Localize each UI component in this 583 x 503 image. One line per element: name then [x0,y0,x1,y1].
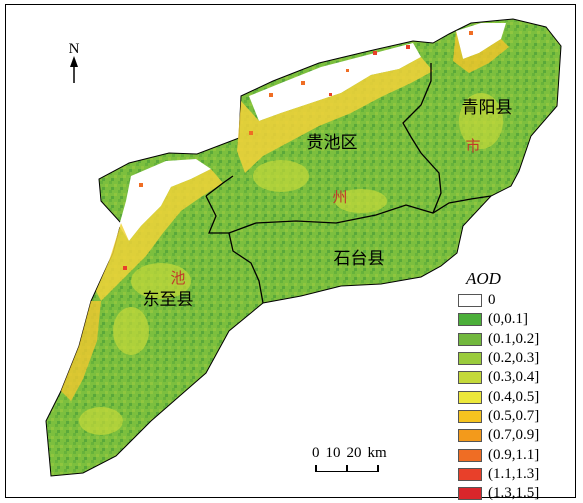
moderate-aod-patches [79,93,503,435]
city-name-char: 市 [465,137,480,155]
district-label-guichi: 贵池区 [307,133,358,153]
legend-label: (0.2,0.3] [488,350,540,367]
legend-swatch [458,371,482,385]
nodata-region [249,43,421,121]
scale-label: 20 [346,445,362,461]
high-aod-band [96,169,223,301]
legend-label: (1.1,1.3] [488,465,540,482]
legend-item: (1.1,1.3] [458,465,576,484]
legend-label: 0 [488,292,496,309]
legend-rows: 0 (0,0.1] (0.1,0.2] (0.2,0.3] (0.3,0.4] (0.4,… [458,291,576,503]
scale-bar: 0 10 20 km [312,445,393,472]
legend-swatch [458,409,482,423]
scale-unit: km [367,445,387,461]
legend-swatch [458,448,482,462]
legend-label: (0,0.1] [488,311,528,328]
county-boundaries [205,63,492,304]
district-label-shitai: 石台县 [334,249,385,269]
hotspots [123,31,473,270]
legend-label: (1.3,1.5] [488,485,540,502]
high-aod-band [61,301,101,401]
legend-swatch [458,467,482,481]
legend-item: 0 [458,291,576,310]
legend-item: (0.1,0.2] [458,330,576,349]
legend-swatch [458,352,482,366]
legend-swatch [458,487,482,501]
north-arrow-icon [70,56,78,83]
nodata-region [456,23,506,59]
legend-label: (0.5,0.7] [488,407,540,424]
legend-item: (0.3,0.4] [458,368,576,387]
legend-item: (1.3,1.5] [458,484,576,503]
legend-item: (0.7,0.9] [458,426,576,445]
city-name-char: 池 [170,269,185,287]
district-label-dongzhi: 东至县 [143,290,194,310]
district-label-qingyang: 青阳县 [462,98,513,118]
nodata-region [119,159,211,241]
legend-item: (0.5,0.7] [458,407,576,426]
map-frame: N 贵池区 青阳县 石台县 东至县 池 州 市 AOD 0 (0,0.1] (0.1… [5,4,576,501]
legend-swatch [458,294,482,308]
legend-item: (0.4,0.5] [458,387,576,406]
legend-title: AOD [466,269,501,288]
high-aod-band [237,57,433,173]
legend-label: (0.4,0.5] [488,388,540,405]
scale-labels: 0 10 20 km [312,445,393,462]
city-name-char: 州 [332,188,347,206]
legend-item: (0,0.1] [458,310,576,329]
north-label: N [69,41,80,57]
legend: AOD 0 (0,0.1] (0.1,0.2] (0.2,0.3] (0.3,0.4] (… [458,269,576,503]
scale-label: 10 [325,445,341,461]
legend-swatch [458,390,482,404]
scale-label: 0 [312,445,320,461]
aod-map: N 贵池区 青阳县 石台县 东至县 池 州 市 [45,18,562,477]
legend-swatch [458,313,482,327]
high-aod-band [453,31,509,73]
legend-item: (0.9,1.1] [458,445,576,464]
scale-line [315,463,379,472]
legend-label: (0.9,1.1] [488,446,540,463]
legend-item: (0.2,0.3] [458,349,576,368]
legend-swatch [458,332,482,346]
legend-label: (0.1,0.2] [488,330,540,347]
legend-label: (0.7,0.9] [488,427,540,444]
legend-swatch [458,429,482,443]
legend-label: (0.3,0.4] [488,369,540,386]
